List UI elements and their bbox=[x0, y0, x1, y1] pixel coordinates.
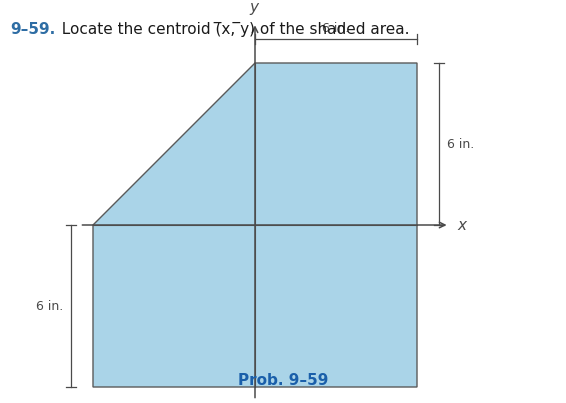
Text: 9–59.: 9–59. bbox=[10, 22, 55, 37]
Text: Prob. 9–59: Prob. 9–59 bbox=[238, 373, 328, 388]
Text: 6 in.: 6 in. bbox=[36, 299, 63, 312]
Text: 6 in.: 6 in. bbox=[447, 137, 474, 150]
Text: $y$: $y$ bbox=[249, 1, 261, 17]
Polygon shape bbox=[93, 63, 417, 387]
Text: $x$: $x$ bbox=[457, 218, 469, 233]
Text: 6 in.: 6 in. bbox=[323, 22, 350, 35]
Text: Locate the centroid (̅x, ̅y) of the shaded area.: Locate the centroid (̅x, ̅y) of the shad… bbox=[52, 22, 409, 37]
